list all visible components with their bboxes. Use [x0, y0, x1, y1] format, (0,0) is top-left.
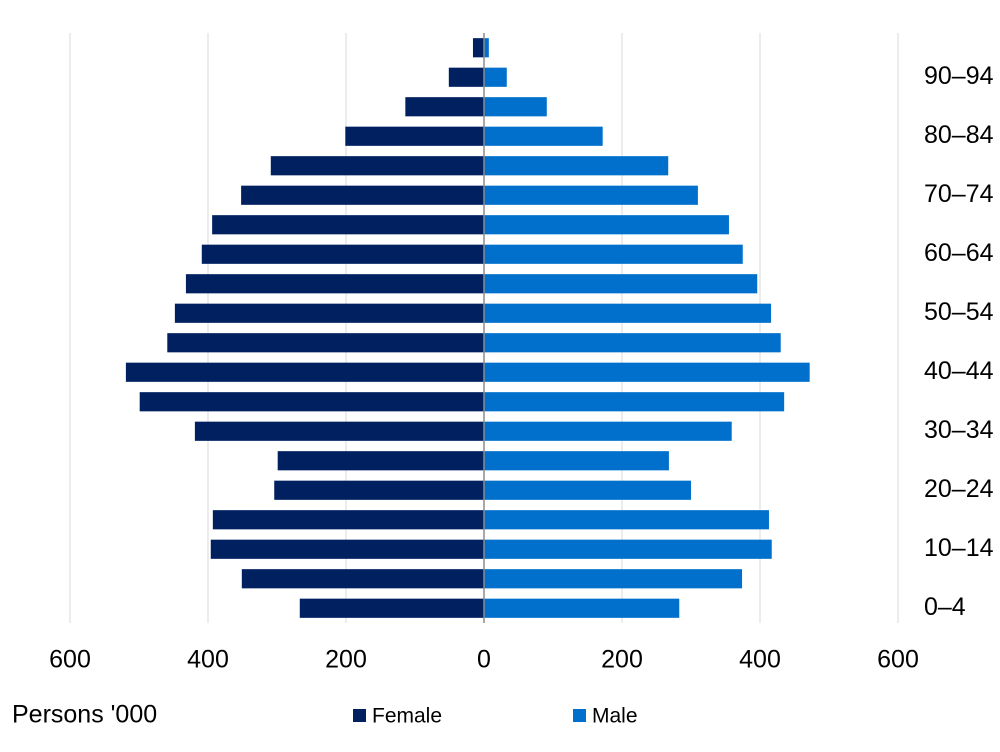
bar — [212, 215, 484, 235]
bar — [484, 451, 669, 471]
y-tick-label: 60–64 — [924, 239, 994, 267]
x-tick-label: 600 — [877, 646, 919, 674]
bar — [484, 421, 732, 441]
x-tick-label: 400 — [187, 646, 229, 674]
bar — [210, 539, 484, 559]
y-tick-label: 0–4 — [924, 593, 966, 621]
bar — [277, 451, 484, 471]
bar — [484, 333, 781, 353]
bar — [484, 598, 680, 618]
bar — [448, 67, 484, 87]
y-tick-label: 10–14 — [924, 534, 994, 562]
bar — [484, 156, 669, 176]
y-tick-label: 20–24 — [924, 475, 994, 503]
y-tick-label: 40–44 — [924, 357, 994, 385]
bar — [484, 303, 772, 323]
x-tick-label: 0 — [477, 646, 491, 674]
x-tick-label: 200 — [601, 646, 643, 674]
bar — [274, 480, 484, 500]
y-tick-label: 50–54 — [924, 298, 994, 326]
legend-swatch — [573, 709, 586, 722]
bar — [241, 185, 484, 205]
legend-swatch — [353, 709, 366, 722]
bar — [345, 126, 484, 146]
x-axis-title: Persons '000 — [12, 701, 157, 729]
bar — [241, 569, 484, 589]
bar — [270, 156, 484, 176]
bar — [125, 362, 484, 382]
bar — [484, 185, 698, 205]
legend-label: Male — [592, 705, 638, 728]
x-tick-label: 200 — [325, 646, 367, 674]
bar — [484, 274, 758, 294]
bar — [472, 38, 484, 58]
bar — [167, 333, 485, 353]
bar — [174, 303, 484, 323]
bar — [484, 67, 507, 87]
bar — [484, 126, 603, 146]
bar — [484, 569, 743, 589]
y-tick-label: 80–84 — [924, 121, 994, 149]
bar — [484, 480, 691, 500]
bar — [484, 392, 785, 412]
bar — [484, 215, 729, 235]
bar — [484, 510, 769, 530]
x-tick-label: 400 — [739, 646, 781, 674]
bar — [299, 598, 484, 618]
bar — [212, 510, 484, 530]
bar — [484, 362, 810, 382]
bar — [484, 38, 489, 58]
bar — [185, 274, 485, 294]
bar — [194, 421, 484, 441]
y-tick-label: 70–74 — [924, 180, 994, 208]
bar — [484, 97, 547, 117]
x-tick-label: 600 — [49, 646, 91, 674]
bar — [484, 244, 743, 264]
y-tick-label: 30–34 — [924, 416, 994, 444]
bar — [405, 97, 484, 117]
bar — [201, 244, 485, 264]
bar — [484, 539, 772, 559]
y-tick-label: 90–94 — [924, 62, 994, 90]
bar — [139, 392, 484, 412]
legend-label: Female — [372, 705, 442, 728]
